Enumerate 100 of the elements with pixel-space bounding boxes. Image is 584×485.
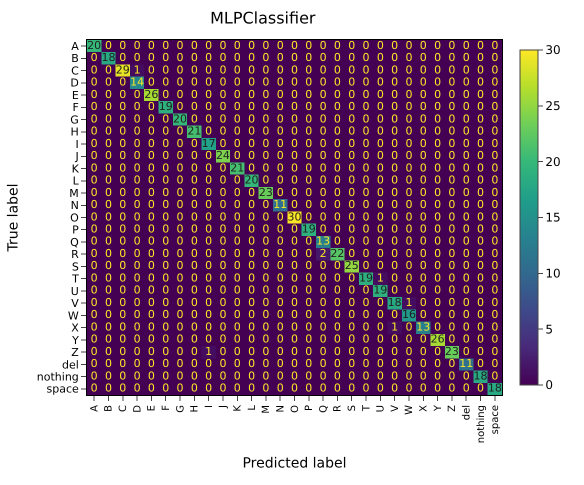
data-label: 0 [334, 344, 341, 358]
data-label: 0 [134, 369, 141, 382]
data-label: 0 [448, 198, 456, 212]
data-label: 0 [462, 246, 470, 260]
data-label: 0 [148, 246, 155, 260]
data-label: 0 [405, 259, 412, 272]
data-label: 0 [462, 210, 470, 224]
data-label: 0 [291, 38, 298, 52]
data-label: 0 [348, 308, 356, 322]
data-label: 0 [262, 136, 270, 150]
data-label: 0 [119, 124, 126, 138]
data-label: 0 [176, 100, 184, 114]
data-label: 0 [176, 198, 184, 212]
data-label: 0 [448, 63, 456, 76]
x-tick-label: P [304, 405, 316, 412]
data-label: 0 [104, 88, 112, 101]
data-label: 0 [234, 284, 241, 297]
data-label: 0 [434, 38, 442, 52]
data-label: 0 [248, 344, 256, 358]
data-label: 0 [334, 320, 341, 334]
data-label: 0 [291, 332, 298, 346]
data-label: 0 [162, 88, 170, 101]
data-label: 0 [205, 320, 212, 334]
data-label: 0 [176, 259, 184, 272]
data-label: 0 [462, 222, 470, 236]
data-label: 0 [205, 369, 212, 382]
data-label: 0 [262, 357, 270, 370]
data-label: 0 [176, 222, 184, 236]
y-tick-label: F [72, 101, 79, 114]
data-label: 0 [376, 51, 384, 64]
data-label: 0 [90, 149, 98, 162]
data-label: 0 [376, 38, 384, 52]
data-label: 0 [462, 76, 470, 89]
data-label: 0 [462, 308, 470, 322]
data-label: 0 [477, 332, 484, 346]
data-label: 0 [162, 161, 170, 174]
data-label: 0 [248, 271, 256, 284]
data-label: 0 [162, 296, 170, 309]
data-label: 0 [119, 210, 126, 224]
data-label: 0 [162, 51, 170, 64]
data-label: 0 [90, 124, 98, 138]
data-label: 0 [320, 222, 327, 236]
data-label: 0 [234, 344, 241, 358]
data-label: 0 [405, 271, 412, 284]
data-label: 0 [420, 344, 427, 358]
data-label: 0 [148, 222, 155, 236]
data-label: 0 [190, 344, 198, 358]
x-tick-label: D [132, 404, 144, 413]
data-label: 0 [305, 161, 312, 174]
data-label: 0 [134, 259, 141, 272]
data-label: 0 [448, 246, 456, 260]
data-label: 0 [104, 38, 112, 52]
data-label: 0 [262, 246, 270, 260]
data-label: 0 [162, 38, 170, 52]
color-bar-label: 5 [545, 322, 554, 336]
x-tick-label: H [190, 405, 201, 413]
data-label: 0 [134, 344, 141, 358]
data-label: 0 [348, 320, 356, 334]
data-label: 0 [219, 76, 226, 89]
data-label: 0 [348, 174, 356, 187]
data-label: 0 [276, 63, 284, 76]
data-label: 0 [104, 161, 112, 174]
data-label: 0 [90, 112, 98, 126]
data-label: 0 [348, 357, 356, 370]
data-label: 0 [477, 320, 484, 334]
y-tick-label: W [68, 309, 79, 322]
data-label: 0 [276, 357, 284, 370]
data-label: 0 [362, 320, 370, 334]
data-label: 0 [362, 149, 370, 162]
data-label: 0 [434, 112, 442, 126]
data-label: 0 [420, 234, 427, 248]
data-label: 19 [359, 271, 374, 284]
data-label: 0 [405, 284, 412, 297]
data-label: 0 [176, 124, 184, 138]
data-label: 0 [448, 136, 456, 150]
data-label: 0 [334, 259, 341, 272]
data-label: 0 [134, 161, 141, 174]
data-label: 0 [104, 198, 112, 212]
data-label: 0 [205, 88, 212, 101]
data-label: 0 [305, 357, 312, 370]
data-label: 0 [348, 38, 356, 52]
data-label: 0 [448, 308, 456, 322]
data-label: 0 [148, 161, 155, 174]
x-tick-label: R [332, 404, 344, 412]
data-label: 0 [291, 186, 298, 199]
data-label: 0 [477, 149, 484, 162]
data-label: 0 [134, 51, 141, 64]
data-label: 0 [176, 234, 184, 248]
data-label: 0 [491, 332, 498, 346]
data-label: 18 [101, 51, 116, 64]
data-label: 0 [434, 271, 442, 284]
data-label: 0 [462, 271, 470, 284]
data-label: 0 [491, 174, 498, 187]
data-label: 0 [376, 100, 384, 114]
data-label: 0 [391, 63, 398, 76]
data-label: 0 [405, 63, 412, 76]
data-label: 0 [119, 198, 126, 212]
data-label: 0 [334, 100, 341, 114]
x-tick-label: I [204, 405, 215, 408]
data-label: 0 [248, 222, 256, 236]
